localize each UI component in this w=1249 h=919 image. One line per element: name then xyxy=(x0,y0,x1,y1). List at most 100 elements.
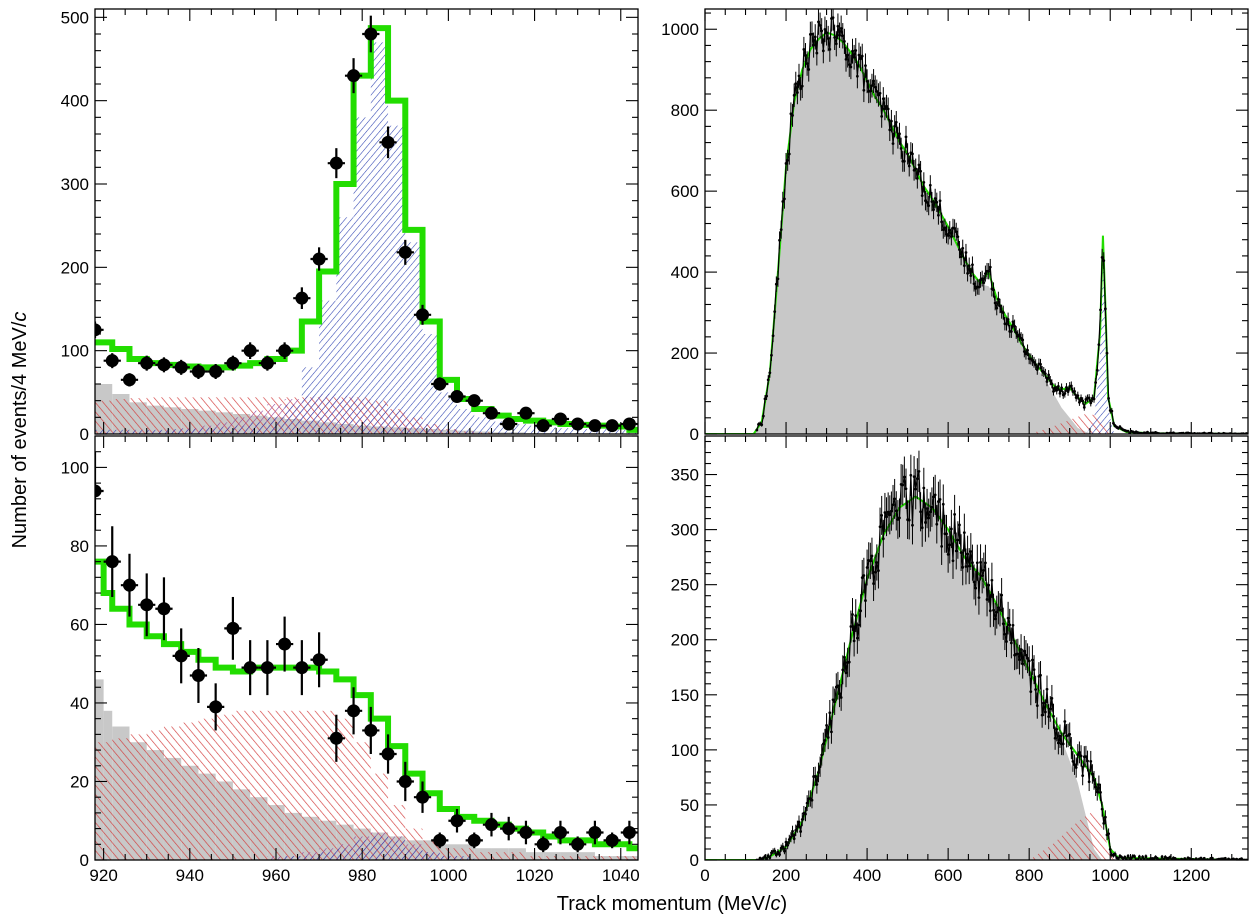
blue_hatch-bar xyxy=(232,425,251,434)
blue_hatch-bar xyxy=(129,429,147,434)
data-point xyxy=(329,156,343,170)
red_hatch-bar xyxy=(146,730,164,860)
blue_hatch-bar xyxy=(284,404,302,434)
x-tick-label: 940 xyxy=(176,866,204,885)
blue_hatch-bar xyxy=(301,856,320,860)
data-point xyxy=(226,356,240,370)
x-tick-label: 920 xyxy=(89,866,117,885)
y-tick-label: 500 xyxy=(61,8,89,27)
data-point xyxy=(312,252,326,266)
red_hatch-bar xyxy=(250,710,268,860)
data-point xyxy=(553,826,567,840)
data-point xyxy=(519,406,533,420)
red_hatch-bar xyxy=(163,397,182,434)
y-tick-label: 400 xyxy=(61,92,89,111)
x-tick-label: 960 xyxy=(262,866,290,885)
red-hatch-area xyxy=(1029,810,1115,860)
y-tick-label: 100 xyxy=(671,741,699,760)
blue_hatch-bar xyxy=(457,856,475,860)
red_hatch-bar xyxy=(543,856,561,860)
blue_hatch-bar xyxy=(250,422,268,434)
x-axis-title: Track momentum (MeV/c) xyxy=(557,893,787,915)
x-tick-label: 1000 xyxy=(429,866,467,885)
x-tick-label: 600 xyxy=(934,866,962,885)
data-point xyxy=(433,833,447,847)
y-tick-label: 200 xyxy=(671,631,699,650)
data-point xyxy=(450,390,464,403)
data-point xyxy=(174,649,188,663)
y-tick-label: 800 xyxy=(671,101,699,120)
data-point xyxy=(243,661,257,675)
red_hatch-bar xyxy=(232,710,251,860)
red_hatch-bar xyxy=(491,852,509,860)
data-point xyxy=(381,135,395,149)
blue_hatch-bar xyxy=(319,300,337,434)
data-point xyxy=(295,661,309,675)
data-point xyxy=(622,826,636,840)
blue_hatch-bar xyxy=(405,848,423,860)
y-tick-label: 600 xyxy=(671,182,699,201)
chart-panel-top-left: 0 100 200 300 400 500 xyxy=(61,8,639,444)
data-point xyxy=(278,344,292,358)
y-tick-label: 0 xyxy=(690,425,699,444)
data-point xyxy=(140,356,154,370)
blue_hatch-bar xyxy=(319,852,337,860)
data-point xyxy=(191,365,205,378)
plot-frame xyxy=(94,8,639,435)
data-point xyxy=(588,826,602,840)
blue_hatch-bar xyxy=(336,217,354,434)
y-tick-label: 50 xyxy=(680,796,699,815)
data-point xyxy=(484,818,498,832)
y-tick-label: 400 xyxy=(671,263,699,282)
data-point xyxy=(174,360,188,374)
data-point xyxy=(157,358,171,372)
blue_hatch-bar xyxy=(439,392,457,434)
blue_hatch-bar xyxy=(508,424,526,434)
data-point xyxy=(536,419,550,433)
plot-frame xyxy=(704,435,1249,861)
blue_hatch-bar xyxy=(215,427,233,434)
blue_hatch-bar xyxy=(284,856,302,860)
y-tick-label: 60 xyxy=(70,615,89,634)
data-point xyxy=(450,814,464,828)
data-point xyxy=(312,653,326,667)
plot-area xyxy=(95,451,638,860)
data-trace xyxy=(756,471,1248,860)
red_hatch-bar xyxy=(508,852,526,860)
x-tick-label: 0 xyxy=(700,866,709,885)
data-point xyxy=(95,484,102,498)
blue_hatch-bar xyxy=(336,848,354,860)
red_hatch-bar xyxy=(353,742,371,860)
data-point xyxy=(260,661,274,675)
data-point xyxy=(295,291,309,305)
x-tick-label: 1020 xyxy=(516,866,554,885)
y-tick-label: 100 xyxy=(61,342,89,361)
red_hatch-bar xyxy=(267,710,285,860)
red_hatch-bar xyxy=(319,710,337,860)
red_hatch-bar xyxy=(336,718,354,860)
data-point xyxy=(191,668,205,682)
x-tick-label: 400 xyxy=(853,866,881,885)
blue_hatch-bar xyxy=(388,840,406,860)
y-tick-label: 200 xyxy=(671,344,699,363)
chart-panel-top-right: 0 200 400 600 800 1000 xyxy=(661,8,1249,444)
blue_hatch-bar xyxy=(474,417,492,434)
red_hatch-bar xyxy=(284,710,302,860)
data-point xyxy=(122,373,136,387)
data-point xyxy=(553,412,567,426)
y-tick-label: 0 xyxy=(690,851,699,870)
data-point xyxy=(278,637,292,651)
data-point xyxy=(502,417,516,431)
data-point xyxy=(140,598,154,612)
data-point xyxy=(398,774,412,788)
red_hatch-bar xyxy=(474,852,492,860)
data-point xyxy=(416,790,430,804)
grey-background-area xyxy=(753,35,1095,434)
data-point xyxy=(364,27,378,41)
blue_hatch-bar xyxy=(422,852,440,860)
blue_hatch-bar xyxy=(543,427,561,434)
data-point xyxy=(605,419,619,433)
y-tick-label: 250 xyxy=(671,576,699,595)
blue_hatch-bar xyxy=(457,409,475,434)
